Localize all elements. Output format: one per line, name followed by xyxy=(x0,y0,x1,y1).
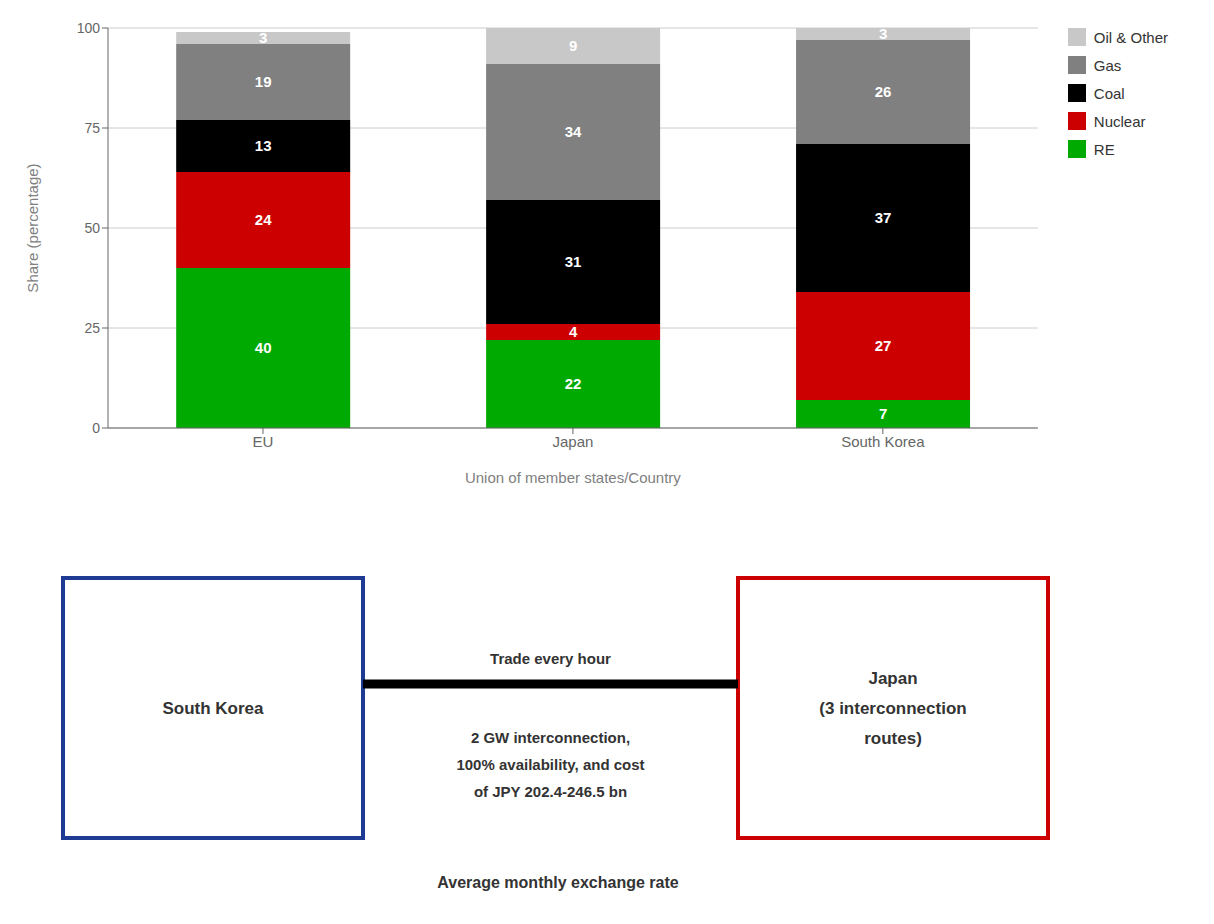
svg-text:22: 22 xyxy=(565,375,582,392)
svg-text:100: 100 xyxy=(77,20,101,36)
svg-text:27: 27 xyxy=(875,337,892,354)
html-text:Gas: Gas xyxy=(1093,56,1122,74)
svg-text:75: 75 xyxy=(84,120,100,136)
svg-text:31: 31 xyxy=(565,253,582,270)
svg-text:3: 3 xyxy=(879,25,887,42)
html-text:RE: RE xyxy=(1093,140,1115,158)
svg-text:South Korea: South Korea xyxy=(841,433,925,450)
svg-text:2 GW interconnection,100% avai: 2 GW interconnection,100% availability, … xyxy=(456,729,644,800)
svg-text:40: 40 xyxy=(255,339,272,356)
html-text:Nuclear: Nuclear xyxy=(1093,112,1146,130)
svg-text:Japan: Japan xyxy=(552,433,593,450)
svg-text:26: 26 xyxy=(875,83,892,100)
svg-text:19: 19 xyxy=(255,73,272,90)
svg-text:50: 50 xyxy=(84,220,100,236)
svg-text:4: 4 xyxy=(569,323,578,340)
svg-text:Trade every hour: Trade every hour xyxy=(490,650,611,667)
svg-text:13: 13 xyxy=(255,137,272,154)
svg-text:Union of member states/Country: Union of member states/Country xyxy=(465,469,681,486)
svg-text:South Korea: South Korea xyxy=(162,699,264,718)
html-text:Oil & Other: Oil & Other xyxy=(1093,28,1168,46)
svg-text:EU: EU xyxy=(253,433,274,450)
svg-text:9: 9 xyxy=(569,37,577,54)
svg-text:Japan(3 interconnectionroutes): Japan(3 interconnectionroutes) xyxy=(819,669,966,748)
svg-text:Average monthly exchange rate: Average monthly exchange rate xyxy=(437,874,678,891)
svg-text:7: 7 xyxy=(879,405,887,422)
svg-text:Share (percentage): Share (percentage) xyxy=(24,163,41,292)
svg-text:0: 0 xyxy=(92,420,100,436)
svg-text:25: 25 xyxy=(84,320,100,336)
svg-text:34: 34 xyxy=(565,123,582,140)
svg-text:24: 24 xyxy=(255,211,272,228)
html-text:Coal: Coal xyxy=(1093,84,1125,102)
svg-text:3: 3 xyxy=(259,29,267,46)
svg-text:37: 37 xyxy=(875,209,892,226)
